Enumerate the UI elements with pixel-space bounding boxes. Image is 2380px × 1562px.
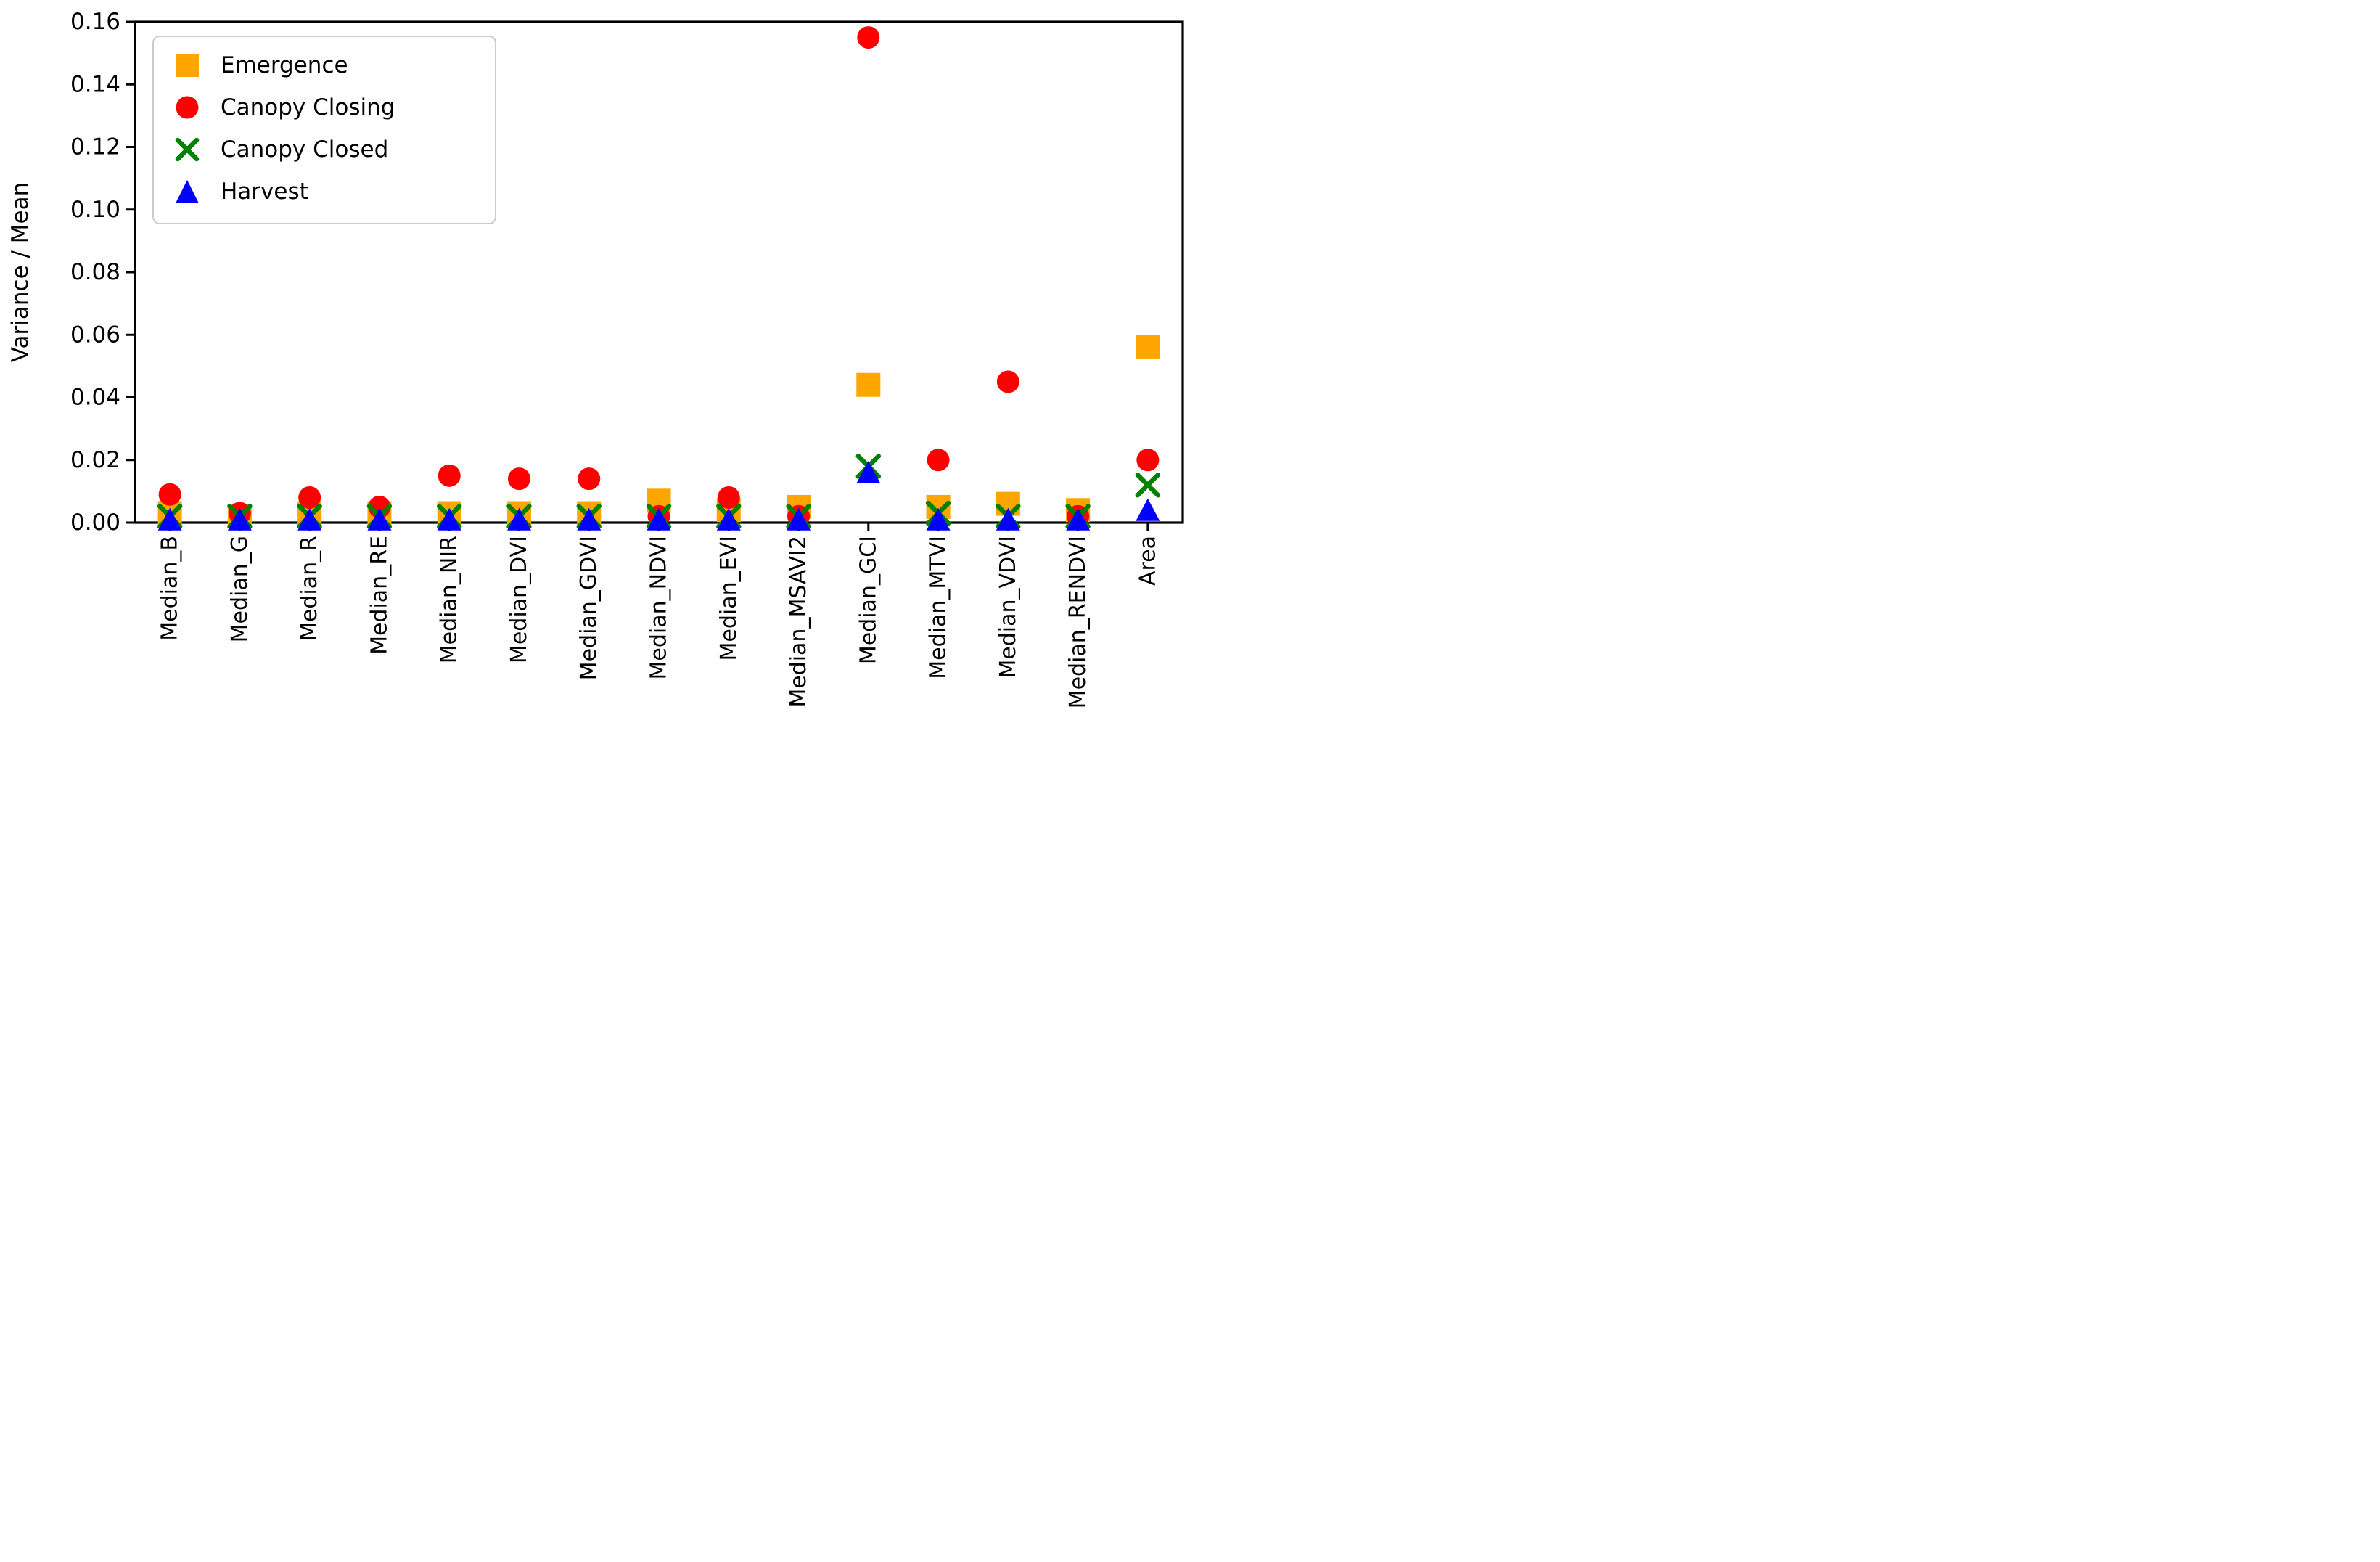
x-tick-label: Median_MTVI: [926, 536, 951, 679]
legend-label: Canopy Closed: [221, 136, 389, 163]
data-point-circle: [438, 464, 461, 487]
x-tick-label: Median_G: [227, 536, 253, 642]
data-point-triangle: [227, 507, 252, 531]
legend-label: Harvest: [221, 179, 308, 205]
legend: Emergence Canopy Closing Canopy Closed H…: [152, 36, 496, 224]
data-point-circle: [996, 370, 1019, 393]
y-tick-label: 0.16: [70, 9, 120, 35]
x-tick-label: Median_EVI: [716, 536, 742, 661]
data-point-triangle: [716, 507, 741, 531]
chart-canvas: 0.00 0.02 0.04 0.06 0.08 0.10 0.12 0.14 0.16 Medi…: [7, 9, 1184, 708]
data-point-triangle: [506, 507, 531, 531]
x-tick-label: Median_GCI: [855, 536, 881, 664]
data-point-circle: [927, 449, 950, 472]
data-point-circle: [158, 483, 181, 506]
y-tick-label: 0.08: [70, 259, 120, 285]
x-tick-label: Median_NIR: [437, 536, 462, 663]
x-tick-label: Median_R: [297, 536, 322, 641]
square-marker-icon: [176, 54, 199, 77]
x-tick-label: Median_RENDVI: [1065, 536, 1091, 708]
legend-item-canopy-closed: Canopy Closed: [154, 128, 495, 171]
data-point-circle: [857, 26, 880, 49]
circle-marker-icon: [176, 96, 199, 119]
y-tick-label: 0.00: [70, 510, 120, 536]
y-tick-label: 0.14: [70, 71, 120, 97]
x-tick-label: Median_DVI: [506, 536, 532, 663]
y-tick-label: 0.04: [70, 385, 120, 411]
data-point-triangle: [577, 507, 602, 531]
x-tick-label: Median_B: [157, 536, 183, 641]
data-point-x: [1135, 473, 1161, 498]
data-point-square: [1136, 335, 1160, 359]
data-point-triangle: [157, 507, 182, 531]
data-point-circle: [717, 486, 740, 509]
data-point-triangle: [856, 461, 881, 483]
data-point-triangle: [437, 507, 461, 531]
data-point-triangle: [647, 507, 671, 531]
data-point-circle: [578, 467, 601, 491]
legend-label: Canopy Closing: [221, 94, 395, 120]
y-tick-label: 0.02: [70, 447, 120, 473]
legend-item-harvest: Harvest: [154, 171, 495, 213]
y-tick-label: 0.06: [70, 322, 120, 348]
scatter-figure: 0.00 0.02 0.04 0.06 0.08 0.10 0.12 0.14 0.16 Medi…: [0, 0, 1190, 781]
x-tick-label: Median_RE: [366, 536, 392, 655]
data-point-circle: [298, 486, 321, 509]
data-point-triangle: [1136, 498, 1160, 521]
data-point-circle: [1136, 449, 1160, 472]
plot-area: 0.00 0.02 0.04 0.06 0.08 0.10 0.12 0.14 0.16 Medi…: [70, 9, 1184, 708]
y-tick-label: 0.12: [70, 134, 120, 160]
data-point-triangle: [1066, 507, 1091, 531]
data-point-triangle: [367, 507, 392, 531]
data-point-triangle: [298, 507, 322, 531]
data-point-square: [856, 372, 881, 397]
legend-item-emergence: Emergence: [154, 44, 495, 86]
x-tick-label: Median_NDVI: [647, 536, 672, 680]
legend-label: Emergence: [221, 52, 348, 78]
data-point-triangle: [926, 507, 951, 531]
x-tick-label: Median_GDVI: [576, 536, 602, 680]
data-point-triangle: [996, 507, 1020, 531]
y-axis-title: Variance / Mean: [7, 182, 33, 363]
x-tick-label: Area: [1135, 536, 1160, 586]
data-point-triangle: [787, 507, 811, 531]
legend-item-canopy-closing: Canopy Closing: [154, 86, 495, 128]
data-point-circle: [507, 467, 530, 491]
x-marker-icon: [175, 137, 200, 162]
y-tick-label: 0.10: [70, 197, 120, 223]
triangle-marker-icon: [176, 180, 199, 203]
x-tick-label: Median_VDVI: [996, 536, 1021, 679]
x-tick-label: Median_MSAVI2: [786, 536, 811, 708]
